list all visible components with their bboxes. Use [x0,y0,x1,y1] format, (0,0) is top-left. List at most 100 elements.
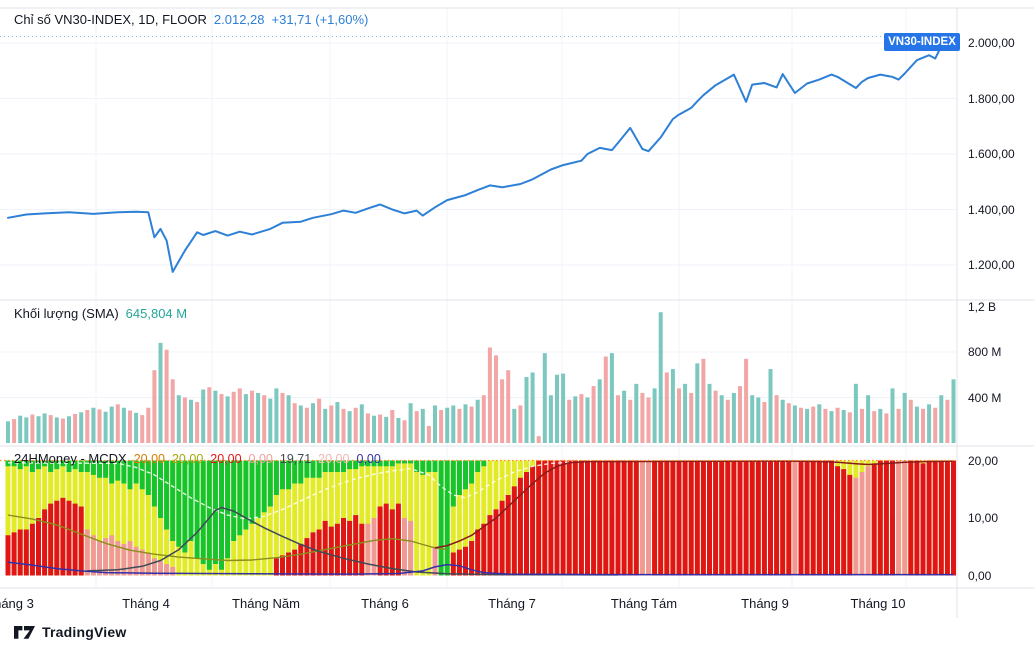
volume-bar [652,388,657,443]
volume-bar [494,355,498,443]
volume-bar [847,412,852,443]
mcdx-yellow-segment [29,460,35,576]
mcdx-green-segment [463,460,468,490]
price-axis-label: 1.800,00 [968,91,1015,106]
mcdx-green-segment [194,460,200,559]
mcdx-banker-segment [877,460,883,576]
volume-bar [750,395,755,443]
tradingview-logo-link[interactable]: TradingView [14,624,126,640]
mcdx-green-segment [36,460,41,470]
mcdx-green-segment [280,460,285,490]
mcdx-green-segment [133,460,139,484]
time-axis-label: Tháng 9 [741,596,789,611]
last-price-symbol-badge: VN30-INDEX [884,33,960,51]
volume-bar [506,370,511,443]
mcdx-banker-segment [633,460,639,576]
mcdx-green-segment [383,460,389,467]
mcdx-banker-segment [304,538,310,576]
volume-sma-value: 645,804 M [125,306,188,321]
volume-bar [951,379,956,443]
mcdx-banker-segment [536,460,542,576]
mcdx-legend-row[interactable]: 24HMoney - MCDX 20,00 20,00 20,00 0,00 19,71… [14,451,381,466]
volume-bar [823,408,828,443]
mcdx-legend-value: 20,00 [210,451,242,466]
mcdx-green-segment [23,460,29,467]
mcdx-banker-segment [11,532,17,576]
mcdx-banker-segment [499,500,505,576]
price-legend-row[interactable]: Chỉ số VN30-INDEX, 1D, FLOOR 2.012,28 +3… [14,12,368,27]
price-axis-strip[interactable]: 2.000,00 1.800,00 1.600,00 1.400,00 1.200,00… [957,8,1034,588]
mcdx-yellow-segment [334,460,340,576]
volume-bar [286,395,291,443]
price-axis-label: 2.000,00 [968,36,1015,50]
volume-bar [548,395,553,443]
volume-bar [530,372,535,443]
mcdx-green-segment [243,460,249,530]
volume-bar [304,407,309,443]
mcdx-green-segment [164,460,170,530]
mcdx-navy-line [7,561,954,576]
volume-bar [664,372,669,443]
mcdx-legend-value: 20,00 [318,451,350,466]
volume-bar [341,408,346,443]
mcdx-banker-segment [164,564,170,576]
badge-label: VN30-INDEX [888,36,956,48]
mcdx-banker-segment [768,460,773,576]
volume-legend-row[interactable]: Khối lượng (SMA) 645,804 M [14,306,187,321]
mcdx-banker-segment [377,506,383,576]
price-axis-label: 1.200,00 [968,258,1015,272]
mcdx-banker-segment [353,515,359,576]
time-axis-label: Tháng Năm [232,596,300,611]
mcdx-banker-segment [572,460,578,576]
price-axis-label: 1.400,00 [968,202,1015,217]
mcdx-legend-value: 20,00 [171,451,204,466]
volume-bar [719,395,724,443]
mcdx-banker-segment [347,520,353,576]
mcdx-yellow-segment [17,460,23,576]
mcdx-yellow-segment [456,460,462,576]
volume-bar [365,413,370,443]
volume-bar [317,398,322,443]
volume-bar [933,407,938,443]
mcdx-banker-segment [298,543,304,576]
mcdx-yellow-segment [97,460,102,576]
volume-bar [731,392,736,443]
mcdx-banker-segment [139,549,145,576]
mcdx-banker-segment [731,460,737,576]
volume-bar [762,402,767,443]
volume-bar [176,395,181,443]
volume-bar [298,405,303,443]
mcdx-green-segment [103,460,109,478]
mcdx-olive-line [7,514,448,562]
volume-bar [774,395,779,443]
mcdx-banker-segment [511,486,517,576]
mcdx-green-segment [322,460,328,472]
mcdx-banker-segment [273,558,279,576]
mcdx-yellow-segment [426,460,432,576]
mcdx-banker-segment [951,460,956,576]
time-axis-strip[interactable]: Tháng 3 Tháng 4 Tháng Năm Tháng 6 Tháng 7 Thá… [0,588,957,618]
mcdx-banker-segment [84,529,90,576]
volume-bar [372,415,376,443]
volume-bar [872,411,877,443]
mcdx-yellow-segment [109,460,115,576]
volume-bar [18,415,23,443]
volume-bar [91,407,96,443]
mcdx-banker-segment [463,546,468,576]
mcdx-banker-segment [816,460,822,576]
volume-bar [48,415,53,443]
mcdx-banker-segment [560,460,566,576]
volume-bar [670,369,675,443]
mcdx-banker-segment [597,460,603,576]
mcdx-green-segment [298,460,304,484]
mcdx-banker-segment [743,460,749,576]
mcdx-yellow-segment [414,460,420,576]
mcdx-banker-segment [402,518,407,576]
volume-bar [811,406,816,443]
volume-bar [262,395,267,443]
volume-bar [128,410,132,443]
mcdx-banker-segment [883,460,889,576]
mcdx-banker-segment [280,555,285,576]
mcdx-yellow-segment [261,460,267,576]
